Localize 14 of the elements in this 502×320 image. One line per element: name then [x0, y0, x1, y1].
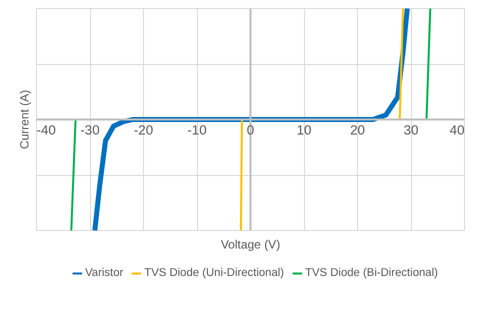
x-tick-label: -10 [187, 122, 207, 138]
x-tick-label: 0 [246, 122, 254, 138]
y-axis-title: Current (A) [18, 90, 32, 150]
x-axis-title: Voltage (V) [220, 238, 280, 252]
legend-label: TVS Diode (Bi-Directional) [305, 267, 438, 279]
legend-label: Varistor [85, 267, 124, 279]
x-tick-label: 30 [404, 122, 418, 138]
x-tick-label: -30 [80, 122, 100, 138]
x-tick-label: -40 [36, 122, 56, 138]
legend-label: TVS Diode (Uni-Directional) [144, 267, 284, 279]
x-tick-label: 10 [296, 122, 312, 138]
x-tick-label: -20 [134, 122, 154, 138]
x-tick-label: 20 [350, 122, 365, 138]
x-tick-label: 40 [450, 122, 465, 138]
